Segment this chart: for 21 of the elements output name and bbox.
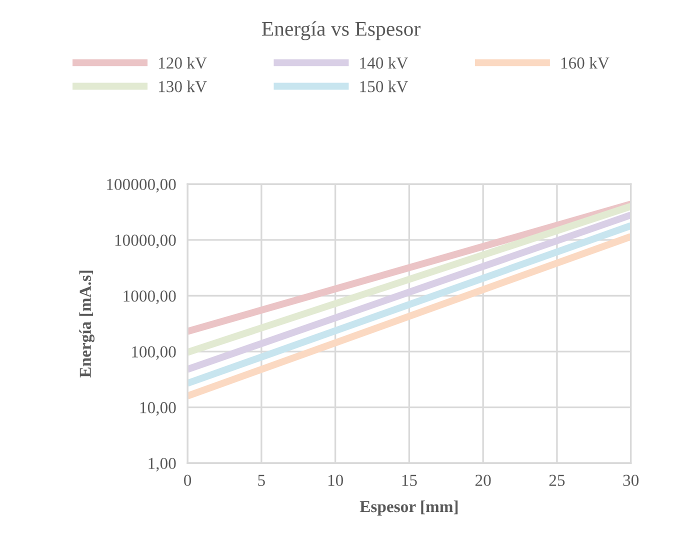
legend-label: 140 kV [360,56,408,69]
legend-label: 160 kV [561,56,610,69]
chart-title: Energía vs Espesor [262,21,420,40]
x-tick-label: 5 [258,474,265,486]
y-tick-label: 1000,00 [124,290,176,304]
legend-label: 150 kV [360,80,408,92]
x-tick-label: 15 [402,474,417,486]
legend-label: 130 kV [158,80,207,92]
y-tick-label: 1,00 [148,458,176,472]
y-tick-label: 10000,00 [115,234,176,248]
y-axis-title: Energía [mA.s] [79,270,94,378]
legend-label: 120 kV [158,56,207,69]
x-tick-label: 25 [549,474,565,486]
y-tick-label: 10,00 [140,402,176,416]
y-tick-label: 100,00 [132,346,176,360]
x-tick-label: 30 [623,474,639,486]
y-tick-label: 100000,00 [107,178,176,192]
x-axis-title: Espesor [mm] [360,500,458,516]
x-tick-label: 10 [328,474,344,486]
x-tick-label: 0 [184,474,192,486]
x-tick-label: 20 [475,474,491,486]
